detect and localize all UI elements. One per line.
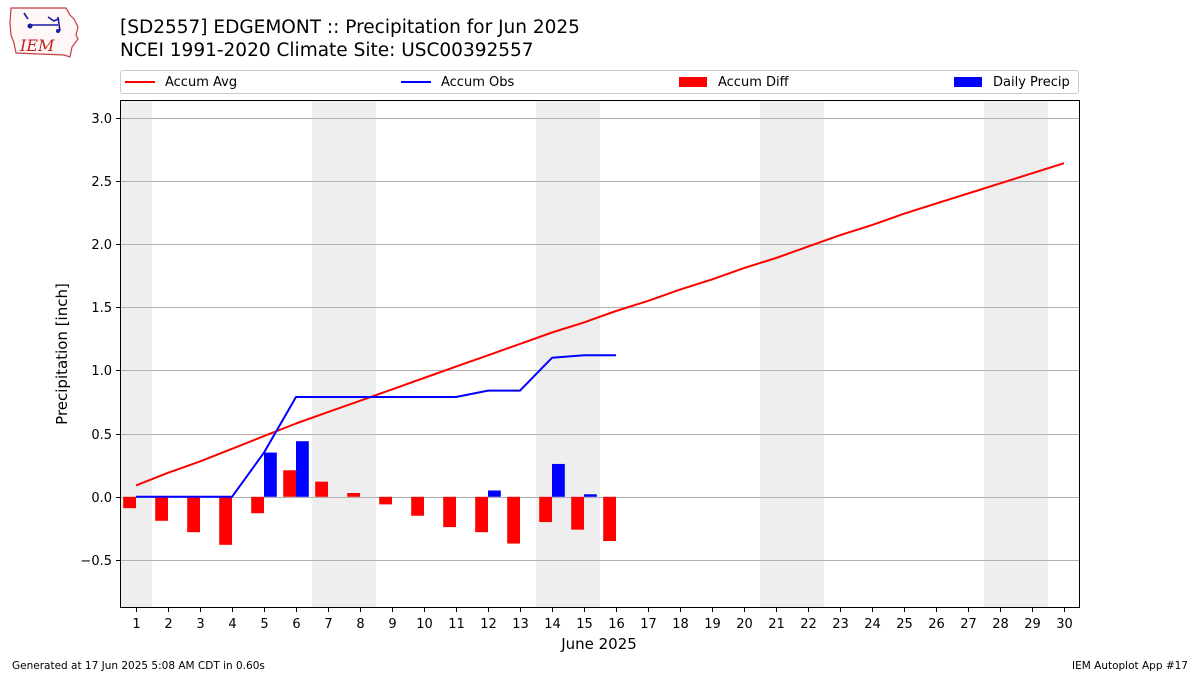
y-tick-label: 2.0 [91,238,112,253]
x-tick-label: 14 [544,617,561,632]
x-tick-label: 7 [324,617,332,632]
legend-label-accum-avg: Accum Avg [165,74,238,90]
chart-title: [SD2557] EDGEMONT :: Precipitation for J… [120,17,580,38]
x-tick-label: 17 [640,617,657,632]
x-tick-label: 27 [960,617,977,632]
weekend-band [760,100,824,608]
daily-precip-bar [264,452,277,497]
legend-swatch-daily-precip [954,77,982,87]
accum-diff-bar [475,496,488,533]
x-tick-label: 3 [196,617,204,632]
x-tick-label: 5 [260,617,268,632]
iem-logo-text: IEM [19,36,55,55]
iem-logo: IEM [8,5,80,59]
daily-precip-bar [488,490,501,497]
weekend-band [536,100,600,608]
x-tick-label: 19 [704,617,721,632]
accum-diff-bar [315,481,328,497]
accum-avg-line [135,162,1065,487]
x-tick-label: 23 [832,617,849,632]
daily-precip-bar [584,494,597,497]
y-tick-label: 1.5 [91,301,112,316]
weekend-band [120,100,152,608]
accum-diff-bar [507,496,520,544]
app-label: IEM Autoplot App #17 [1072,660,1188,672]
generated-timestamp: Generated at 17 Jun 2025 5:08 AM CDT in … [12,660,265,672]
accum-diff-bar [443,496,456,528]
x-tick-label: 11 [448,617,465,632]
x-tick-label: 28 [992,617,1009,632]
legend-swatch-accum-obs [401,81,431,83]
accum-diff-bar [379,496,392,505]
chart-subtitle: NCEI 1991-2020 Climate Site: USC00392557 [120,40,534,61]
lines-layer [135,162,1065,498]
legend: Accum Avg Accum Obs Accum Diff Daily Pre… [120,70,1079,94]
bars-layer [123,441,616,545]
x-tick-label: 21 [768,617,785,632]
weekend-band [984,100,1048,608]
x-tick-label: 2 [164,617,172,632]
x-tick-label: 29 [1024,617,1041,632]
legend-item-accum-diff: Accum Diff [679,71,789,93]
y-tick-label: 0.0 [91,491,112,506]
x-tick-label: 30 [1056,617,1073,632]
legend-item-accum-avg: Accum Avg [125,71,237,93]
daily-precip-bar [552,463,565,497]
weekend-shading-layer [120,100,1048,608]
x-tick-label: 4 [228,617,236,632]
legend-swatch-accum-avg [125,81,155,83]
x-tick-label: 8 [356,617,364,632]
accum-diff-bar [411,496,424,516]
accum-diff-bar [219,496,232,545]
axes-layer: −0.50.00.51.01.52.02.53.01 2 3 4 5 6 7 8 9 10 11 12… [80,112,1072,632]
accum-diff-bar [123,496,136,509]
x-tick-label: 13 [512,617,529,632]
accum-diff-bar [251,496,264,514]
x-tick-label: 12 [480,617,497,632]
x-tick-label: 10 [416,617,433,632]
y-tick-label: 2.5 [91,175,112,190]
x-axis-label: June 2025 [560,635,637,653]
y-tick-label: 0.5 [91,428,112,443]
legend-item-daily-precip: Daily Precip [954,71,1070,93]
accum-obs-line [136,354,616,498]
x-tick-label: 20 [736,617,753,632]
x-tick-label: 26 [928,617,945,632]
legend-label-accum-obs: Accum Obs [441,74,515,90]
accum-diff-bar [571,496,584,530]
legend-item-accum-obs: Accum Obs [401,71,514,93]
x-tick-label: 24 [864,617,881,632]
daily-precip-bar [296,441,309,497]
accum-diff-bar [187,496,200,533]
accum-diff-bar [283,470,296,497]
x-tick-label: 15 [576,617,593,632]
legend-label-daily-precip: Daily Precip [993,74,1070,90]
weekend-band [312,100,376,608]
x-tick-label: 1 [132,617,140,632]
x-tick-label: 9 [388,617,396,632]
plot-frame [120,100,1080,608]
accum-diff-bar [603,496,616,542]
legend-swatch-accum-diff [679,77,707,87]
y-tick-label: 3.0 [91,112,112,127]
accum-diff-bar [347,493,360,497]
x-tick-label: 18 [672,617,689,632]
y-tick-label: 1.0 [91,364,112,379]
y-axis-label: Precipitation [inch] [53,283,71,425]
accum-diff-bar [539,496,552,523]
y-tick-label: −0.5 [80,554,112,569]
accum-diff-bar [155,496,168,521]
x-tick-label: 25 [896,617,913,632]
x-tick-label: 6 [292,617,300,632]
legend-label-accum-diff: Accum Diff [718,74,789,90]
x-tick-label: 16 [608,617,625,632]
gridlines-layer [120,118,1080,561]
x-tick-label: 22 [800,617,817,632]
